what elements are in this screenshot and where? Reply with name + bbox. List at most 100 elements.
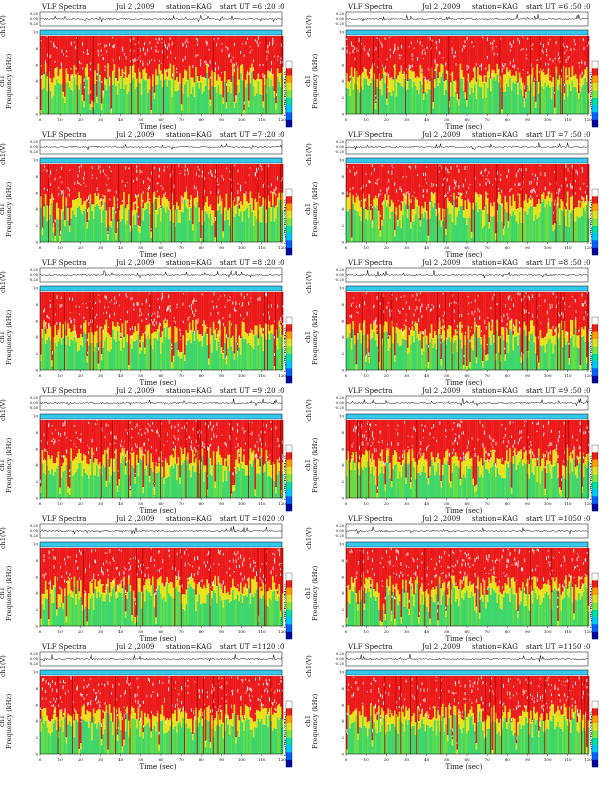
spectrogram-speckle [557,311,559,316]
spectrogram-speckle [272,39,274,44]
spectrogram-cell [230,292,233,338]
spectrogram-speckle [107,189,109,192]
spectrogram-cell [390,36,393,80]
spectrogram-cell [472,36,475,78]
spectrogram-speckle [60,296,62,299]
time-tick-label: 0 [345,373,348,378]
spectrogram-cell [211,164,213,211]
spectrogram-speckle [375,182,377,184]
spectrogram-cell [273,221,276,242]
spectrogram-speckle [172,193,173,196]
panel-start-time: start UT =8 :20 :0 [220,259,285,267]
spectrogram-speckle [63,455,64,459]
spectrogram-speckle [40,65,42,67]
spectrogram-cell [382,326,385,333]
spectrogram-cell [350,349,353,370]
spectrogram-cell [248,100,250,107]
spectrogram-cell [403,71,406,79]
spectrogram-speckle [167,440,169,442]
spectrogram-cell [147,420,149,451]
spectrogram-cell [216,292,218,338]
spectrogram-speckle [454,51,456,54]
spectrogram-cell [84,320,87,334]
spectrogram-speckle [572,186,574,189]
spectrogram-cell [278,82,281,114]
spectrogram-cell [75,420,77,457]
spectrogram-speckle [77,437,79,439]
spectrogram-speckle [108,326,109,328]
spectrogram-cell [538,93,540,114]
spectrogram-cell [280,72,282,88]
spectrogram-cell [251,72,253,114]
spectrogram-speckle [578,83,580,86]
spectrogram-cell [448,337,451,370]
spectrogram-speckle [154,59,156,62]
spectrogram-cell [62,98,65,114]
spectrogram-cell [156,472,159,498]
spectrogram-cell [504,91,507,114]
spectrogram-cell [188,164,191,207]
spectrogram-cell [363,77,366,114]
colorbar-swatch [286,61,292,69]
spectrogram-cell [225,193,228,211]
spectrogram-cell [182,212,185,242]
spectrogram-cell [185,456,188,466]
spectrogram-cell [501,203,503,222]
spectrogram-cell [86,292,89,357]
spectrogram-speckle [195,309,197,313]
spectrogram-cell [102,97,105,114]
spectrogram-streak [563,292,565,370]
spectrogram-speckle [517,68,519,70]
spectrogram-cell [272,36,274,74]
spectrogram-cell [520,356,523,363]
spectrogram-speckle [421,303,423,307]
spectrogram-speckle [151,445,153,449]
spectrogram-cell [574,164,577,208]
spectra-panel: VLF Spectra Jul 2 ,2009 station=KAG start U… [304,131,604,259]
spectrogram-cell [168,339,170,370]
spectrogram-cell [217,330,220,342]
spectrogram-speckle [56,295,58,299]
spectrogram-cell [84,164,87,201]
spectrogram-speckle [133,308,135,311]
spectrogram-speckle [215,62,216,65]
spectrogram-cell [92,462,95,475]
spectrogram-speckle [559,60,561,64]
spectrogram-cell [272,292,274,325]
spectrogram-cell [97,63,100,71]
spectrogram-cell [120,204,122,222]
spectrogram-cell [169,164,172,210]
spectrogram-cell [365,36,367,70]
spectrogram-cell [456,100,459,114]
spectrogram-cell [411,87,414,114]
spectrogram-cell [171,362,173,369]
spectrogram-cell [490,78,492,92]
spectrogram-cell [379,36,382,81]
spectrogram-cell [120,420,122,453]
spectrogram-cell [469,217,471,242]
spectrogram-cell [478,36,481,76]
spectrogram-cell [115,36,117,79]
spectrogram-speckle [239,302,241,305]
spectrogram-speckle [69,169,71,171]
spectrogram-speckle [167,306,169,311]
spectrogram-cell [214,339,217,370]
spectrogram-speckle [126,320,128,323]
spectrogram-speckle [194,185,196,190]
spectrogram-cell [557,339,559,370]
spectrogram-cell [530,199,532,207]
spectrogram-cell [153,99,156,114]
spectrogram-speckle [228,54,229,58]
spectrogram-cell [530,292,532,321]
spectrogram-speckle [119,293,121,297]
spectrogram-cell [374,109,377,114]
spectrogram-cell [161,36,164,74]
time-tick-label: 20 [384,245,390,250]
spectrogram-cell [381,345,383,370]
panel-date: Jul 2 ,2009 [116,3,155,11]
spectrogram-cell [249,164,252,192]
spectrogram-cell [80,36,82,76]
spectrogram-cell [558,225,561,242]
spectrogram-cell [88,219,90,242]
spectrogram-speckle [541,50,543,52]
